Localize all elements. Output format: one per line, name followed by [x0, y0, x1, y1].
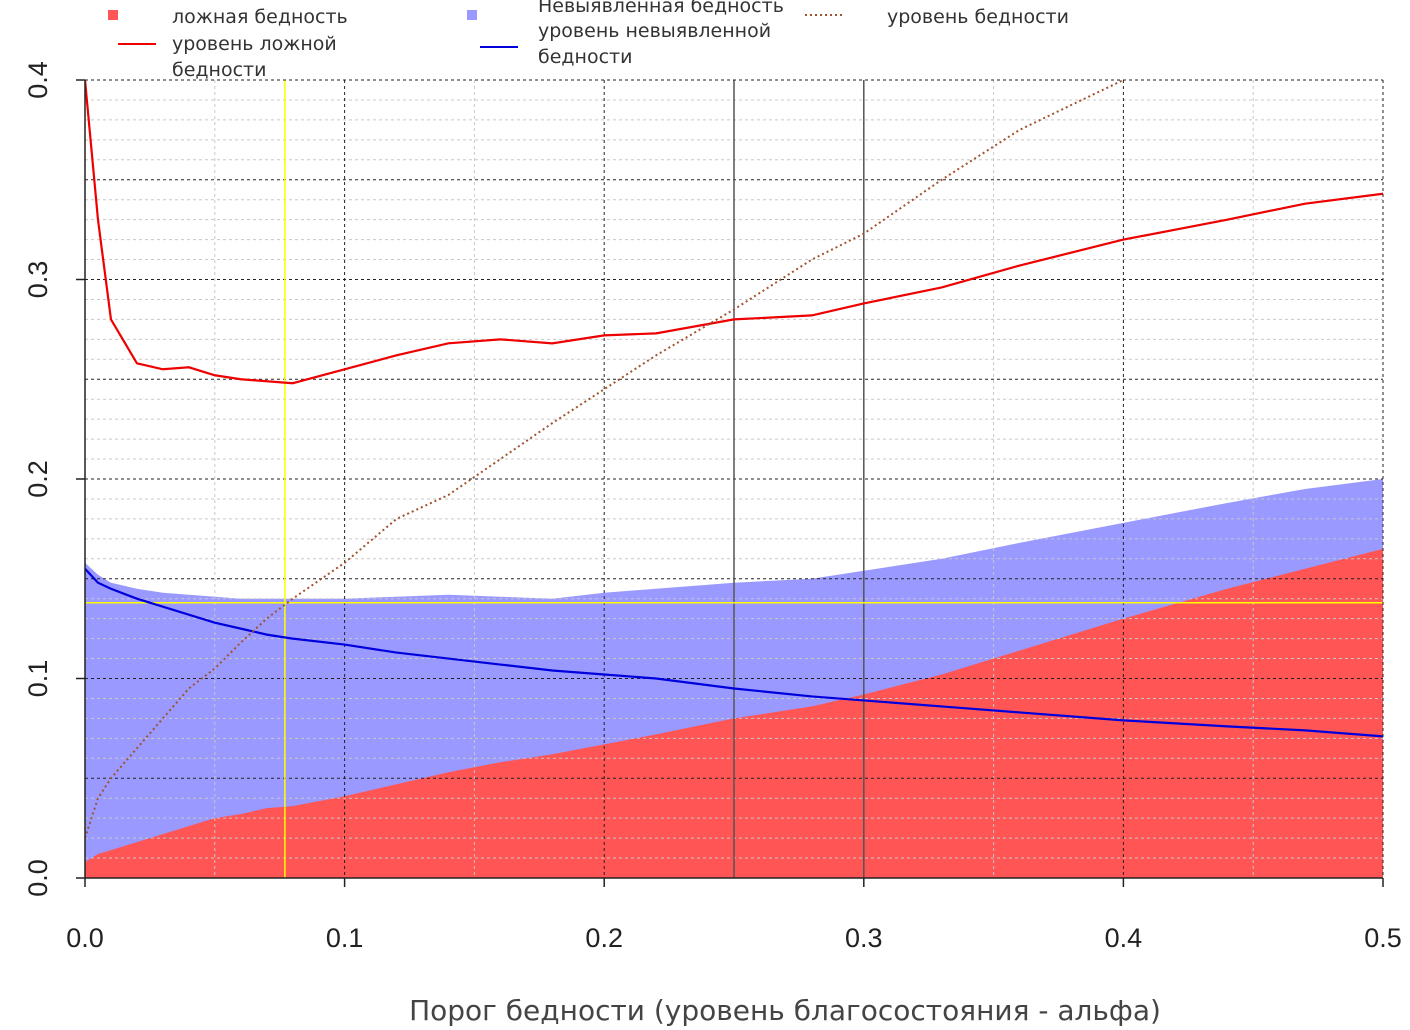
y-tick-label: 0.3 [23, 261, 53, 299]
line [85, 80, 1383, 385]
y-tick-label: 0.0 [23, 859, 53, 897]
x-tick-label: 0.2 [585, 923, 623, 953]
x-axis-label: Порог бедности (уровень благосостояния -… [409, 994, 1161, 1027]
axes: 0.0 0.1 0.2 0.3 0.4 0.5 0.0 0.1 0.2 0.3 0.4 [23, 61, 1402, 953]
y-tick-label: 0.2 [23, 460, 53, 498]
x-tick-label: 0.1 [326, 923, 364, 953]
area [85, 548, 1383, 878]
plot-area [85, 80, 1383, 878]
line [85, 80, 1124, 839]
legend-symbols [108, 10, 843, 48]
legend-label: уровень ложной бедности [172, 33, 337, 81]
legend-label: ложная бедность [172, 6, 348, 28]
legend-label: уровень невыявленной бедности [538, 20, 772, 68]
x-tick-label: 0.0 [66, 923, 104, 953]
line [85, 568, 1383, 738]
x-tick-label: 0.3 [845, 923, 883, 953]
legend-label: уровень бедности [887, 6, 1069, 28]
legend-swatch [108, 10, 118, 20]
x-tick-label: 0.4 [1105, 923, 1143, 953]
legend-swatch [467, 10, 477, 20]
y-tick-label: 0.1 [23, 660, 53, 698]
x-tick-label: 0.5 [1364, 923, 1402, 953]
legend-label: Невыявленная бедность [538, 0, 784, 17]
y-tick-label: 0.4 [23, 61, 53, 99]
